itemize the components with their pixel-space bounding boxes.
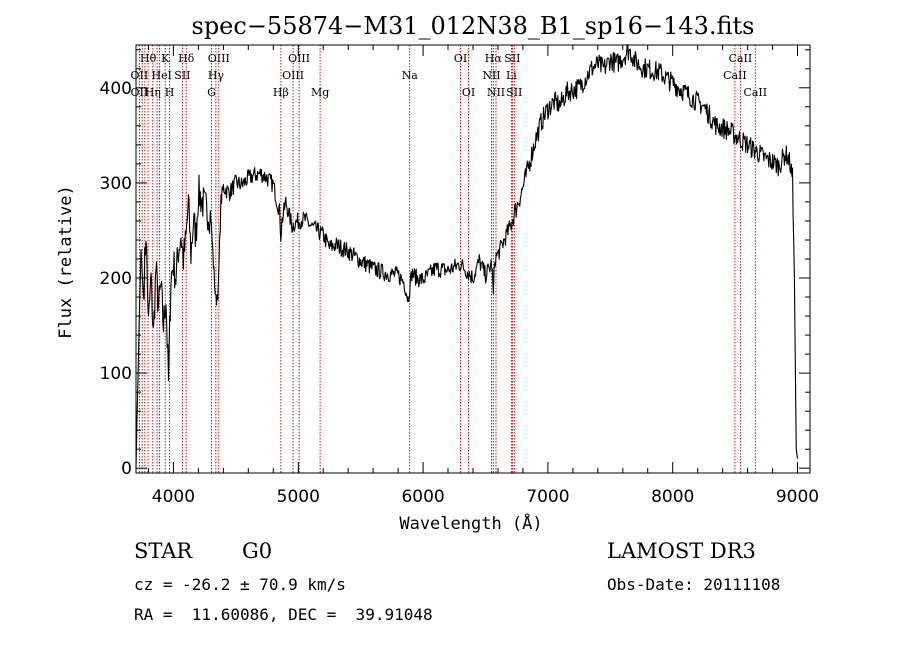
x-tick-label-3: 7000	[526, 487, 569, 507]
x-tick-label-0: 4000	[152, 487, 195, 507]
y-tick-label-3: 300	[100, 174, 132, 194]
x-tick-label-4: 8000	[651, 487, 694, 507]
line-label-23: Li	[506, 69, 517, 82]
line-markers	[138, 45, 756, 473]
y-tick-label-2: 200	[100, 269, 132, 289]
x-tick-label-1: 5000	[277, 487, 320, 507]
line-label-0: Hθ	[140, 52, 157, 65]
y-tick-label-0: 0	[121, 459, 132, 479]
line-label-3: Hη	[145, 86, 161, 99]
x-tick-label-5: 9000	[776, 487, 819, 507]
line-label-28: CaII	[743, 86, 767, 99]
line-label-2: OII	[131, 86, 149, 99]
line-label-10: OIII	[208, 52, 230, 65]
line-label-20: Hα	[485, 52, 503, 65]
y-axis-label: Flux (relative)	[56, 185, 76, 339]
line-label-19: OI	[462, 86, 475, 99]
line-label-24: NII	[487, 86, 505, 99]
line-label-25: SII	[506, 86, 522, 99]
line-label-27: CaII	[723, 69, 747, 82]
line-label-13: Hβ	[273, 86, 289, 99]
spectrum-line	[135, 44, 799, 469]
line-label-9: Hδ	[178, 52, 195, 65]
x-axis-label: Wavelength (Å)	[399, 512, 542, 534]
line-label-5: He	[152, 69, 168, 82]
y-tick-label-1: 100	[100, 364, 132, 384]
line-label-1: OII	[131, 69, 149, 82]
chart-title: spec−55874−M31_012N38_B1_sp16−143.fits	[192, 12, 755, 40]
line-label-7: I	[168, 69, 172, 82]
line-label-11: Hγ	[208, 69, 225, 82]
line-label-17: Na	[402, 69, 419, 82]
line-label-21: SII	[504, 52, 520, 65]
line-label-8: SII	[174, 69, 190, 82]
line-label-15: OIII	[288, 52, 310, 65]
line-label-22: NII	[482, 69, 500, 82]
sky-coordinates: RA = 11.60086, DEC = 39.91048	[134, 605, 433, 624]
line-label-12: G	[207, 86, 216, 99]
redshift-readout: cz = -26.2 ± 70.9 km/s	[134, 575, 346, 594]
line-label-16: Mg	[311, 86, 329, 99]
observation-date: Obs-Date: 20111108	[607, 575, 781, 594]
y-tick-label-4: 400	[100, 79, 132, 99]
object-class: STAR	[134, 539, 193, 563]
line-label-14: OIII	[282, 69, 304, 82]
line-label-26: CaII	[729, 52, 753, 65]
survey-name: LAMOST DR3	[607, 539, 756, 563]
axis-ticks: 4000 5000 6000 7000 8000 9000 0 100 200 300 400	[100, 45, 819, 507]
spectral-subclass: G0	[242, 539, 273, 563]
x-tick-label-2: 6000	[401, 487, 444, 507]
line-label-4: K	[161, 52, 170, 65]
line-label-6: H	[165, 86, 175, 99]
line-label-18: OI	[454, 52, 467, 65]
